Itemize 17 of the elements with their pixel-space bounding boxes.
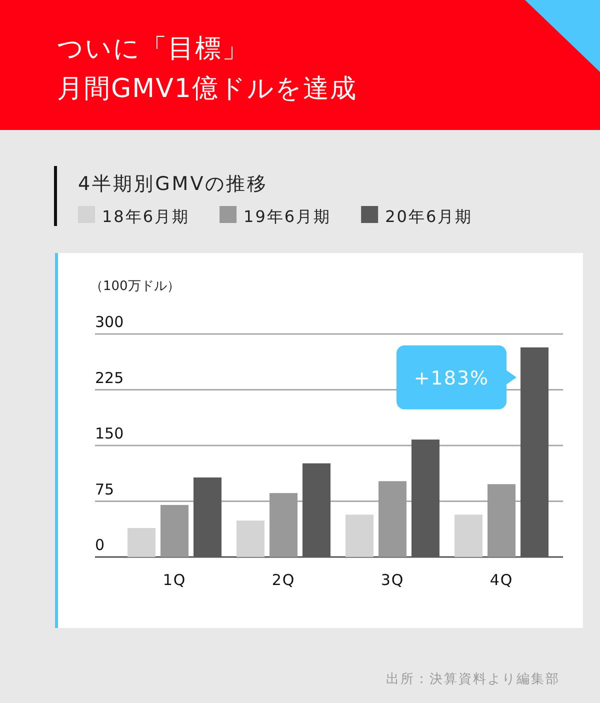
legend-label: 20年6月期 (385, 207, 473, 226)
text: 出所：決算資料より編集部 (386, 672, 560, 687)
x-tick-label: 1Q (162, 571, 186, 589)
y-tick-label: 0 (95, 536, 105, 554)
y-tick-label: 300 (95, 313, 124, 331)
y-axis-title: （100万ドル） (90, 279, 180, 294)
x-tick-label: 4Q (490, 571, 514, 589)
x-tick-label: 2Q (272, 571, 296, 589)
y-tick-label: 75 (95, 480, 114, 498)
legend-label: 18年6月期 (102, 207, 190, 226)
legend-label: 19年6月期 (244, 207, 332, 226)
x-tick-label: 3Q (380, 571, 404, 589)
chart-subtitle: 4半期別GMVの推移 (78, 173, 268, 195)
chart-title: ついに「目標」月間GMV1億ドルを達成 (57, 34, 357, 104)
annotation: +183% (414, 367, 490, 390)
y-tick-label: 150 (95, 424, 124, 442)
y-tick-label: 225 (95, 368, 124, 387)
